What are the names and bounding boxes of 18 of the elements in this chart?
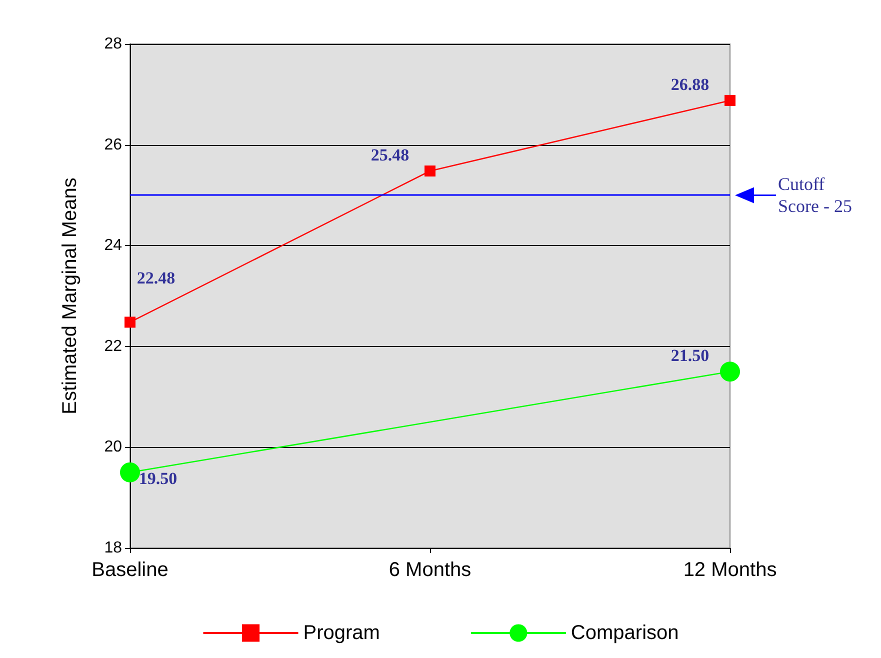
legend-label: Program	[303, 622, 380, 644]
y-tick-label: 24	[104, 237, 122, 254]
data-label: 19.50	[138, 468, 178, 488]
data-label: 21.50	[670, 346, 710, 366]
y-tick-label: 22	[104, 338, 122, 355]
y-tick-label: 20	[104, 438, 122, 456]
data-label: 22.48	[136, 268, 176, 288]
x-tick-label: 6 Months	[388, 559, 472, 581]
y-tick-label: 18	[104, 540, 122, 556]
y-tick-label: 26	[104, 136, 122, 154]
x-tick-label: Baseline	[92, 559, 168, 581]
legend-label: Comparison	[570, 622, 679, 644]
x-tick-label: 12 Months	[683, 559, 777, 581]
y-axis-title: Estimated Marginal Means	[59, 178, 81, 414]
data-label: 25.48	[370, 146, 410, 165]
data-label: 26.88	[670, 74, 710, 94]
y-tick-label: 28	[104, 36, 122, 52]
ref-line-label: Cutoff Score - 25	[778, 174, 852, 216]
